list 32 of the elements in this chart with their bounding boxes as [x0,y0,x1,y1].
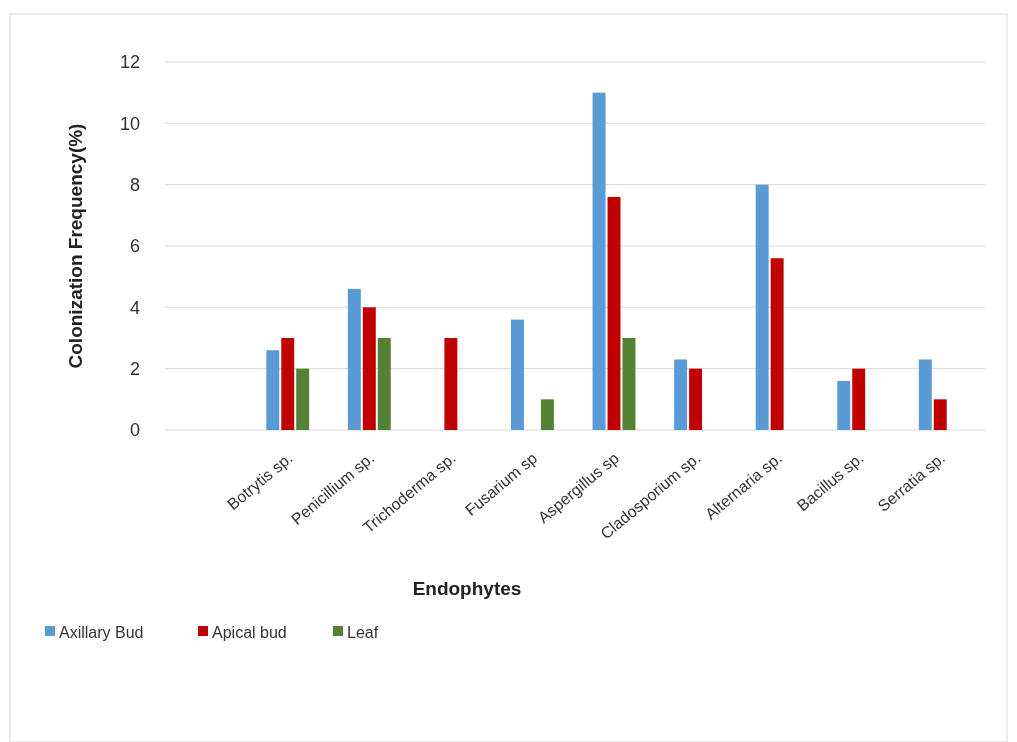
bar [281,338,295,430]
y-tick-label: 10 [119,113,140,134]
y-tick-label: 4 [129,297,140,318]
bar [755,184,769,430]
bar [689,368,703,430]
bar [933,399,947,430]
bar [296,368,310,430]
y-tick-label: 6 [129,236,140,257]
y-tick-label: 12 [119,52,140,73]
bar [266,350,280,430]
bar [770,258,784,430]
bar [918,359,932,430]
x-axis-title: Endophytes [412,578,522,599]
bar [540,399,554,430]
bar [362,307,376,430]
y-tick-label: 0 [129,420,140,441]
bar [511,319,524,430]
bar [622,338,636,430]
bar [674,359,688,430]
y-tick-label: 2 [129,358,140,379]
bar [607,196,621,430]
bar [377,338,391,430]
y-tick-label: 8 [129,174,140,195]
legend-label: Axillary Bud [59,623,144,641]
y-axis-title: Colonization Frequency(%) [65,123,86,369]
bar [444,338,458,430]
bar [852,368,866,430]
bar [837,380,851,430]
bar [592,92,606,430]
bar [347,288,361,430]
legend-label: Apical bud [212,623,287,641]
legend-label: Leaf [347,623,379,641]
